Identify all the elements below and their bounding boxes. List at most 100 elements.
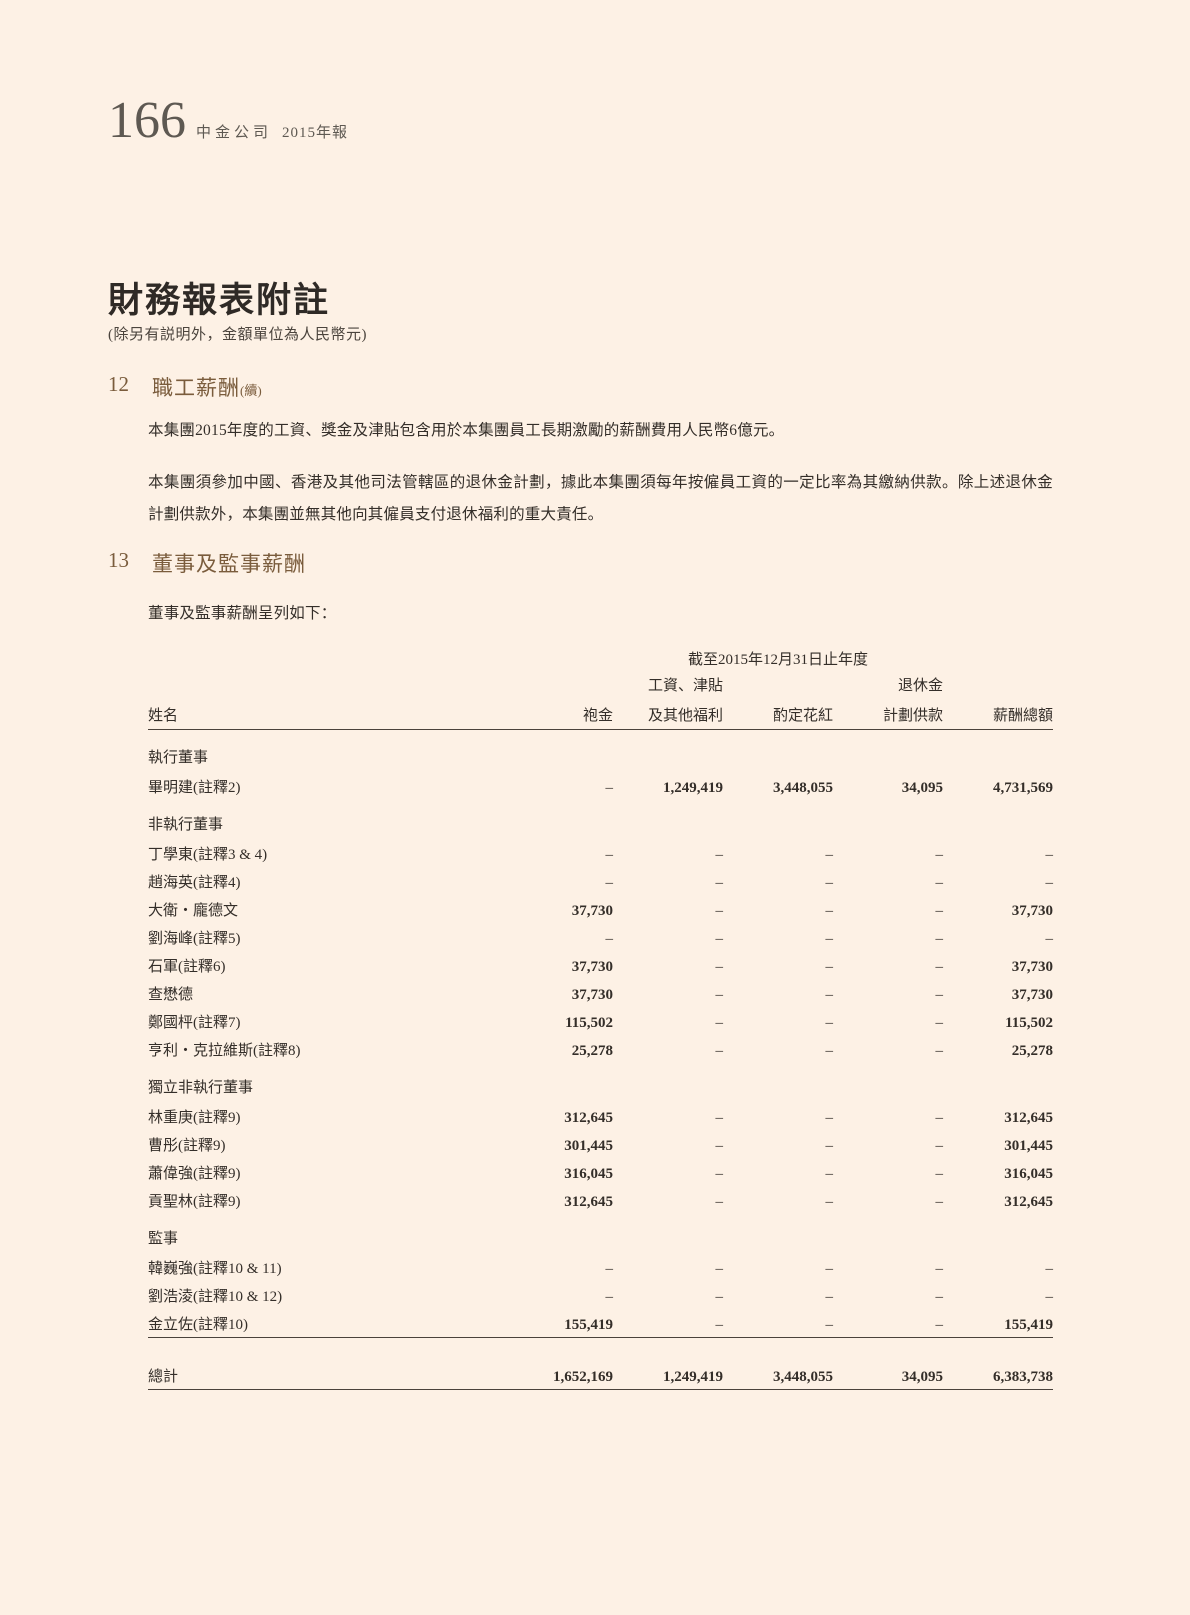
subtotal-divider — [148, 1334, 1053, 1338]
cell-total-label: 總計 — [148, 1369, 179, 1385]
cell-pension: – — [935, 931, 944, 947]
cell-pension: 34,095 — [901, 780, 943, 796]
cell-total-salary: 1,249,419 — [663, 1369, 723, 1385]
cell-salary: – — [715, 1317, 724, 1333]
table-row: 貢聖林(註釋9) 312,645 – – – 312,645 — [148, 1183, 1053, 1211]
section-number-12: 12 — [108, 372, 129, 396]
cell-salary: – — [715, 1166, 724, 1182]
table-group-label-row: 非執行董事 — [148, 797, 1053, 836]
header-divider — [148, 725, 1053, 730]
table-group-label-row: 獨立非執行董事 — [148, 1060, 1053, 1099]
cell-fees: 301,445 — [564, 1138, 613, 1154]
cell-salary: – — [715, 931, 724, 947]
cell-salary: – — [715, 1138, 724, 1154]
cell-fees: 312,645 — [564, 1194, 613, 1210]
cell-total: 37,730 — [1011, 987, 1053, 1003]
cell-director-name: 貢聖林(註釋9) — [148, 1194, 241, 1210]
cell-director-name: 石軍(註釋6) — [148, 959, 226, 975]
cell-director-name: 亨利‧克拉維斯(註釋8) — [148, 1043, 301, 1059]
table-group-label: 執行董事 — [148, 750, 209, 766]
cell-pension: – — [935, 1289, 944, 1305]
cell-total: 312,645 — [1004, 1194, 1053, 1210]
cell-pension: – — [935, 1015, 944, 1031]
cell-director-name: 查懋德 — [148, 987, 194, 1003]
cell-total: – — [1045, 1261, 1054, 1277]
cell-pension: – — [935, 1043, 944, 1059]
cell-bonus: – — [825, 1261, 834, 1277]
cell-total: 25,278 — [1011, 1043, 1053, 1059]
cell-pension: – — [935, 1317, 944, 1333]
table-group-label: 獨立非執行董事 — [148, 1080, 254, 1096]
cell-total: – — [1045, 931, 1054, 947]
column-header-fees: 袍金 — [582, 708, 613, 724]
cell-bonus: – — [825, 1015, 834, 1031]
cell-bonus: – — [825, 1289, 834, 1305]
cell-salary: – — [715, 987, 724, 1003]
section-title-13: 董事及監事薪酬 — [152, 548, 306, 578]
table-row: 劉海峰(註釋5) – – – – – — [148, 920, 1053, 948]
cell-director-name: 蕭偉強(註釋9) — [148, 1166, 241, 1182]
table-header-row: 姓名 袍金 及其他福利 酌定花紅 計劃供款 薪酬總額 — [148, 695, 1053, 725]
company-name: 中金公司 — [196, 125, 273, 141]
column-header-bonus: 酌定花紅 — [772, 708, 833, 724]
cell-director-name: 畢明建(註釋2) — [148, 780, 241, 796]
page-number: 166 — [108, 92, 186, 149]
cell-total: 155,419 — [1004, 1317, 1053, 1333]
column-subheader-name — [148, 669, 503, 695]
cell-director-name: 劉浩淩(註釋10 & 12) — [148, 1289, 283, 1305]
cell-pension: – — [935, 875, 944, 891]
table-row: 蕭偉強(註釋9) 316,045 – – – 316,045 — [148, 1155, 1053, 1183]
cell-salary: – — [715, 1043, 724, 1059]
cell-bonus: – — [825, 987, 834, 1003]
page-subtitle: (除另有説明外，金額單位為人民幣元) — [108, 327, 367, 343]
cell-total: – — [1045, 847, 1054, 863]
cell-pension: – — [935, 1194, 944, 1210]
cell-fees: 316,045 — [564, 1166, 613, 1182]
cell-pension: – — [935, 847, 944, 863]
section-title-text-13: 董事及監事薪酬 — [152, 552, 306, 576]
cell-total: 37,730 — [1011, 959, 1053, 975]
column-header-name: 姓名 — [148, 708, 179, 724]
table-group-label: 監事 — [148, 1231, 179, 1247]
section-title-12: 職工薪酬(續) — [152, 372, 262, 402]
page-title: 財務報表附註 — [108, 281, 331, 320]
section-12-paragraph-1: 本集團2015年度的工資、獎金及津貼包含用於本集團員工長期激勵的薪酬費用人民幣6… — [148, 422, 785, 439]
section-number-13: 13 — [108, 548, 129, 572]
cell-total-total: 6,383,738 — [993, 1369, 1053, 1385]
cell-bonus: – — [825, 847, 834, 863]
cell-director-name: 趙海英(註釋4) — [148, 875, 241, 891]
cell-salary: – — [715, 959, 724, 975]
page-running-head: 166 中金公司 2015年報 — [108, 95, 348, 147]
cell-total: 37,730 — [1011, 903, 1053, 919]
table-row: 劉浩淩(註釋10 & 12) – – – – – — [148, 1278, 1053, 1306]
cell-fees: 25,278 — [571, 1043, 613, 1059]
cell-total: 316,045 — [1004, 1166, 1053, 1182]
directors-remuneration-table-container: 截至2015年12月31日止年度 工資、津貼 退休金 姓名 袍金 及其他福利 酌… — [148, 648, 1053, 1390]
section-title-text-12: 職工薪酬 — [152, 376, 240, 400]
table-span-header-row: 截至2015年12月31日止年度 — [148, 648, 1053, 669]
cell-salary: – — [715, 903, 724, 919]
table-header-rule — [148, 725, 1053, 730]
cell-director-name: 鄭國枰(註釋7) — [148, 1015, 241, 1031]
cell-bonus: – — [825, 1043, 834, 1059]
cell-total: 115,502 — [1005, 1015, 1053, 1031]
table-row: 韓巍強(註釋10 & 11) – – – – – — [148, 1250, 1053, 1278]
column-subheader-fees — [503, 669, 613, 695]
cell-pension: – — [935, 1166, 944, 1182]
cell-pension: – — [935, 903, 944, 919]
table-row: 趙海英(註釋4) – – – – – — [148, 864, 1053, 892]
cell-bonus: – — [825, 1317, 834, 1333]
table-row: 金立佐(註釋10) 155,419 – – – 155,419 — [148, 1306, 1053, 1334]
cell-fees: 37,730 — [571, 959, 613, 975]
cell-salary: – — [715, 875, 724, 891]
cell-pension: – — [935, 1110, 944, 1126]
section-continued-marker-12: (續) — [240, 383, 262, 398]
cell-fees: – — [605, 847, 614, 863]
cell-salary: – — [715, 1289, 724, 1305]
cell-salary: – — [715, 1110, 724, 1126]
cell-total-pension: 34,095 — [901, 1369, 943, 1385]
cell-fees: 312,645 — [564, 1110, 613, 1126]
cell-fees: – — [605, 875, 614, 891]
section-12-paragraph-2: 本集團須參加中國、香港及其他司法管轄區的退休金計劃，據此本集團須每年按僱員工資的… — [148, 474, 1053, 523]
cell-total-bonus: 3,448,055 — [773, 1369, 833, 1385]
